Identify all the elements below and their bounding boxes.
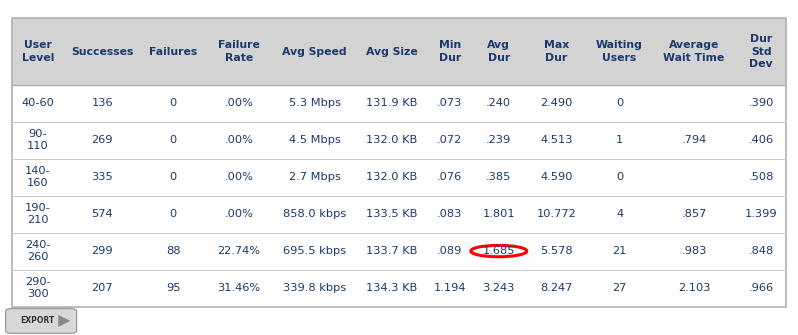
- Text: 140-
160: 140- 160: [25, 166, 50, 188]
- Text: 1.685: 1.685: [483, 246, 515, 256]
- Text: .00%: .00%: [224, 209, 254, 219]
- Text: .966: .966: [749, 283, 773, 293]
- Text: 0: 0: [170, 172, 177, 182]
- Text: 0: 0: [170, 135, 177, 145]
- Text: 290-
300: 290- 300: [25, 277, 50, 299]
- Text: User
Level: User Level: [22, 40, 54, 63]
- Text: Avg Size: Avg Size: [366, 47, 418, 57]
- Text: 4.5 Mbps: 4.5 Mbps: [289, 135, 341, 145]
- Text: 2.490: 2.490: [540, 98, 573, 108]
- Bar: [12, 196, 786, 232]
- Text: 90-
110: 90- 110: [27, 129, 49, 151]
- Text: .406: .406: [749, 135, 773, 145]
- Text: Failures: Failures: [149, 47, 197, 57]
- Text: Failure
Rate: Failure Rate: [218, 40, 260, 63]
- Bar: [12, 159, 786, 196]
- Text: 299: 299: [92, 246, 113, 256]
- Text: 0: 0: [170, 98, 177, 108]
- Text: 136: 136: [92, 98, 113, 108]
- Text: 132.0 KB: 132.0 KB: [366, 172, 417, 182]
- Text: 40-60: 40-60: [22, 98, 54, 108]
- Text: 1: 1: [616, 135, 623, 145]
- Text: Average
Wait Time: Average Wait Time: [663, 40, 725, 63]
- Text: 0: 0: [170, 209, 177, 219]
- FancyBboxPatch shape: [6, 309, 77, 333]
- Text: .073: .073: [437, 98, 462, 108]
- Bar: [12, 232, 786, 270]
- Text: 3.243: 3.243: [483, 283, 515, 293]
- Text: 21: 21: [612, 246, 626, 256]
- Text: 10.772: 10.772: [536, 209, 576, 219]
- Text: .240: .240: [486, 98, 512, 108]
- Text: 1.194: 1.194: [433, 283, 466, 293]
- Text: 134.3 KB: 134.3 KB: [366, 283, 417, 293]
- Text: 269: 269: [92, 135, 113, 145]
- Text: .083: .083: [437, 209, 462, 219]
- Text: 207: 207: [92, 283, 113, 293]
- Text: .089: .089: [437, 246, 462, 256]
- Bar: [12, 270, 786, 307]
- Text: 4.590: 4.590: [540, 172, 573, 182]
- Text: Dur
Std
Dev: Dur Std Dev: [749, 34, 773, 69]
- Polygon shape: [58, 315, 70, 327]
- Text: 5.3 Mbps: 5.3 Mbps: [289, 98, 341, 108]
- Text: 27: 27: [612, 283, 626, 293]
- Text: 133.5 KB: 133.5 KB: [366, 209, 418, 219]
- Bar: [12, 18, 786, 85]
- Text: 133.7 KB: 133.7 KB: [366, 246, 418, 256]
- Text: 0: 0: [616, 98, 623, 108]
- Text: 1.801: 1.801: [483, 209, 515, 219]
- Text: 2.7 Mbps: 2.7 Mbps: [289, 172, 341, 182]
- Text: .385: .385: [486, 172, 512, 182]
- Text: 31.46%: 31.46%: [218, 283, 261, 293]
- Text: .00%: .00%: [224, 98, 254, 108]
- Text: .508: .508: [749, 172, 774, 182]
- Text: 695.5 kbps: 695.5 kbps: [283, 246, 346, 256]
- Text: .076: .076: [437, 172, 462, 182]
- Bar: [12, 18, 786, 307]
- Bar: [12, 85, 786, 122]
- Text: 22.74%: 22.74%: [218, 246, 260, 256]
- Text: 190-
210: 190- 210: [25, 203, 51, 225]
- Text: 335: 335: [92, 172, 113, 182]
- Text: 5.578: 5.578: [540, 246, 573, 256]
- Text: .390: .390: [749, 98, 774, 108]
- Text: 574: 574: [92, 209, 113, 219]
- Text: .239: .239: [486, 135, 512, 145]
- Text: .00%: .00%: [224, 172, 254, 182]
- Text: 0: 0: [616, 172, 623, 182]
- Text: .848: .848: [749, 246, 774, 256]
- Text: 4.513: 4.513: [540, 135, 573, 145]
- Text: 131.9 KB: 131.9 KB: [366, 98, 418, 108]
- Text: 1.399: 1.399: [745, 209, 777, 219]
- Text: 858.0 kbps: 858.0 kbps: [283, 209, 346, 219]
- Text: EXPORT: EXPORT: [21, 317, 55, 325]
- Text: .794: .794: [681, 135, 706, 145]
- Text: Max
Dur: Max Dur: [543, 40, 569, 63]
- Text: 132.0 KB: 132.0 KB: [366, 135, 417, 145]
- Text: Waiting
Users: Waiting Users: [596, 40, 643, 63]
- Text: Successes: Successes: [71, 47, 133, 57]
- Text: 8.247: 8.247: [540, 283, 573, 293]
- Text: 95: 95: [166, 283, 180, 293]
- Text: 2.103: 2.103: [678, 283, 710, 293]
- Text: .00%: .00%: [224, 135, 254, 145]
- Text: .983: .983: [681, 246, 707, 256]
- Text: 339.8 kbps: 339.8 kbps: [283, 283, 346, 293]
- Text: 88: 88: [166, 246, 180, 256]
- Text: 4: 4: [616, 209, 623, 219]
- Bar: [12, 122, 786, 159]
- Text: Avg
Dur: Avg Dur: [488, 40, 510, 63]
- Text: Avg Speed: Avg Speed: [282, 47, 347, 57]
- Text: 240-
260: 240- 260: [25, 240, 50, 262]
- Text: .072: .072: [437, 135, 462, 145]
- Text: .857: .857: [681, 209, 707, 219]
- Text: Min
Dur: Min Dur: [439, 40, 461, 63]
